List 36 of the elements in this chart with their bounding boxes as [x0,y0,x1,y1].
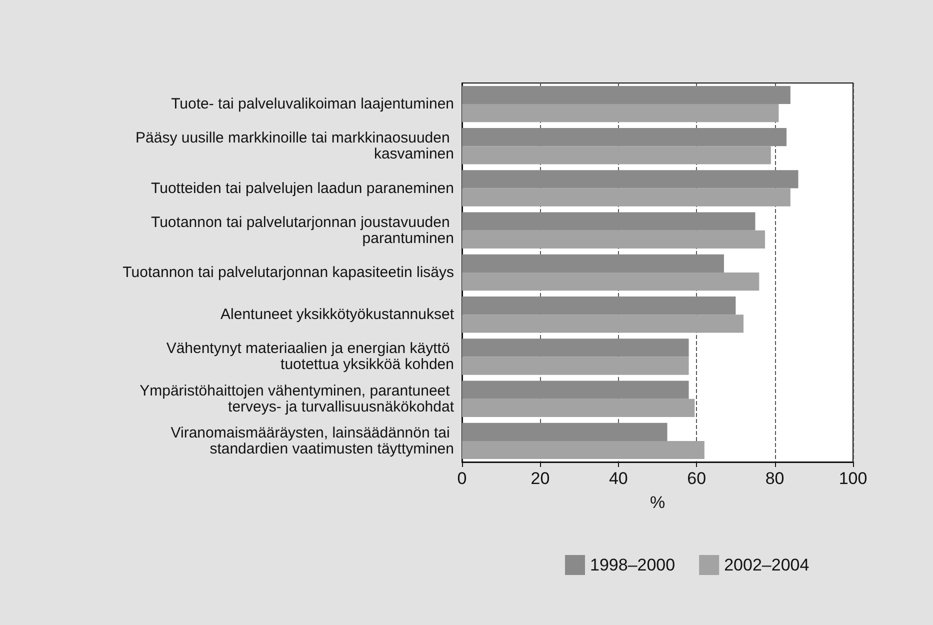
y-tick-label: Tuote- tai palveluvalikoiman laajentuminen [171,96,454,113]
y-tick-label: Tuotannon tai palvelutarjonnan kapasiteetin lisäys [122,264,454,281]
bar [462,188,790,206]
x-tick-label: 60 [687,469,706,488]
bar [462,272,760,291]
bar [462,398,695,417]
bar [462,314,744,333]
bar [462,422,668,441]
bar [462,146,771,164]
bar [462,86,790,104]
bar [462,104,779,122]
bar [462,380,689,399]
x-tick-label: 40 [608,469,628,488]
bar [462,254,724,272]
bar [462,170,798,188]
bar [462,230,766,248]
x-tick-label: 20 [530,469,550,488]
legend-label: 1998–2000 [590,556,676,574]
bar [462,356,689,375]
x-tick-label: 0 [457,469,467,488]
y-tick-label: Pääsy uusille markkinoille tai markkinaosuuden kasvaminen [136,130,454,163]
bar [462,296,736,315]
bar [462,128,787,146]
y-tick-label: Ympäristöhaittojen vähentyminen, parantuneet terveys- ja turvallisuusnäkökohdat [140,382,455,416]
y-tick-label: Tuotteiden tai palvelujen laadun paraneminen [151,180,454,197]
legend-label: 2002–2004 [724,556,810,574]
x-axis-title: % [650,493,666,512]
x-tick-label: 100 [838,469,868,488]
y-tick-label: Alentuneet yksikkötyökustannukset [220,306,455,324]
bar [462,338,689,357]
x-tick-label: 80 [765,469,784,488]
bar [462,440,704,460]
y-tick-label: Vähentynyt materiaalien ja energian käyttö tuotettua yksikköä kohden [166,340,454,374]
bar [462,212,756,230]
y-tick-label: Tuotannon tai palvelutarjonnan joustavuuden parantuminen [150,214,454,247]
y-tick-label: Viranomaismääräysten, lainsäädännön tai standardien vaatimusten täyttyminen [170,424,454,458]
